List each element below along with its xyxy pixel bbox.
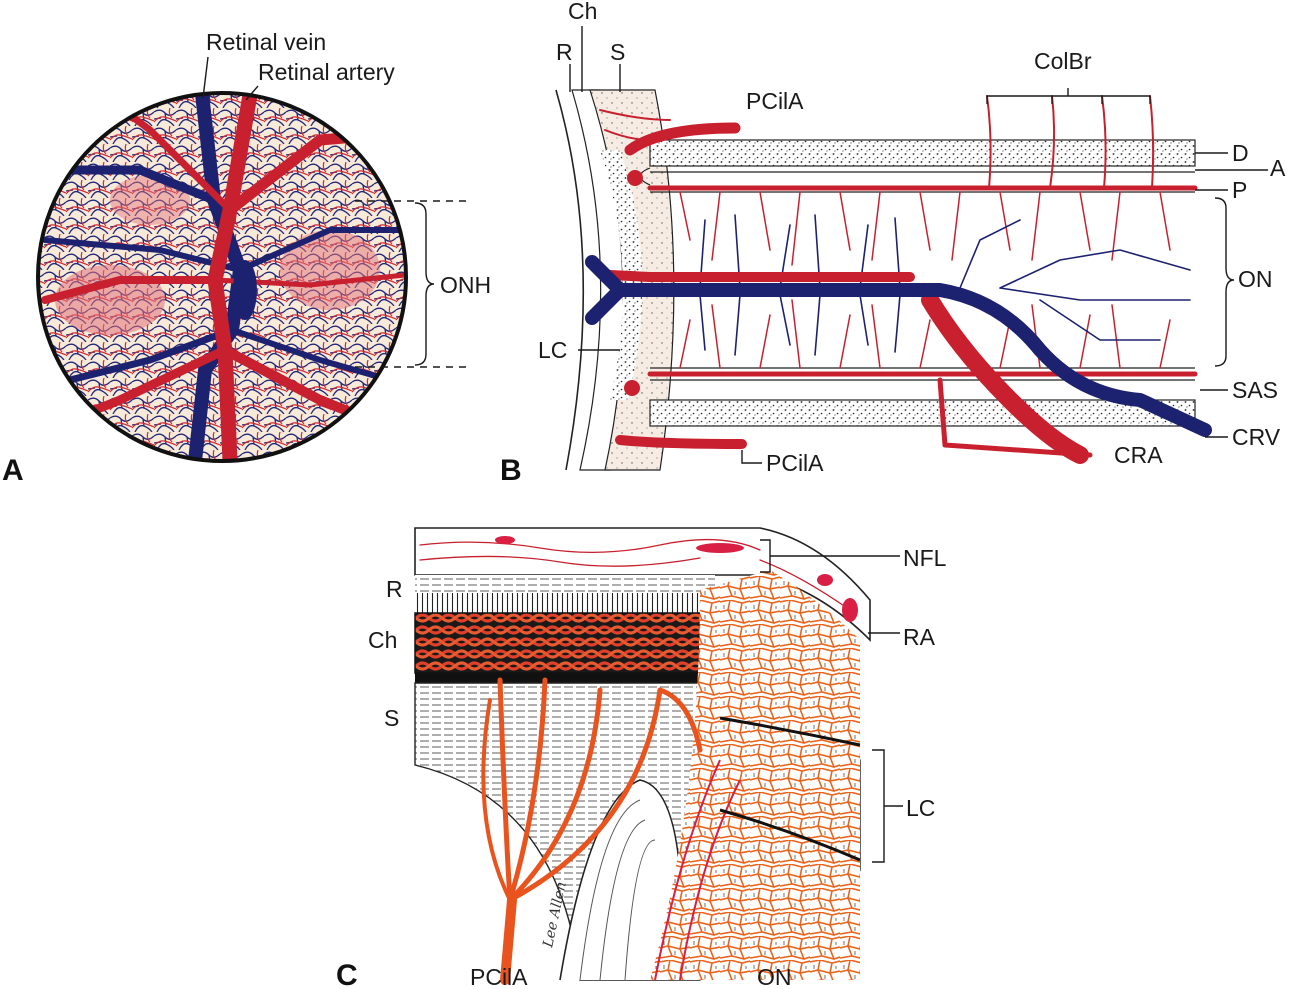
sas-label: SAS (1232, 377, 1278, 403)
dura-top (649, 139, 1196, 167)
a-label: A (1270, 155, 1286, 181)
retinal-vein-leader (202, 56, 209, 99)
dura-bottom (649, 399, 1196, 427)
pcila-top-label: PCilA (746, 88, 804, 114)
retinal-artery-label: Retinal artery (258, 59, 395, 85)
ch-b-label: Ch (568, 0, 597, 24)
panel-b-letter: B (500, 454, 522, 487)
pcila-bottom-leader (741, 450, 762, 464)
panel-c-section (414, 527, 871, 985)
nfl-bracket (760, 539, 900, 573)
onh-bracket (414, 202, 435, 366)
panel-a-disc (36, 91, 408, 463)
on-b-bracket (1214, 197, 1235, 367)
d-label: D (1232, 140, 1249, 166)
onh-label: ONH (440, 272, 491, 298)
nfl-label: NFL (903, 545, 947, 571)
on-b-label: ON (1238, 266, 1273, 292)
colbr-bracket (986, 88, 1151, 104)
r-c-label: R (386, 576, 403, 602)
s-b-label: S (610, 39, 625, 65)
cra-label: CRA (1114, 442, 1163, 468)
artist-signature: Lee Allen (540, 880, 570, 950)
pcila-c-label: PCilA (470, 964, 528, 989)
panel-b-section (555, 89, 1212, 471)
lc-c-label: LC (906, 795, 935, 821)
retinal-vein-label: Retinal vein (206, 29, 326, 55)
on-c-label: ON (757, 964, 792, 989)
lc-b-label: LC (538, 337, 567, 363)
panel-c-letter: C (336, 959, 358, 989)
crv-label: CRV (1232, 424, 1281, 450)
lc-c-bracket (872, 749, 903, 863)
ch-c-label: Ch (368, 627, 397, 653)
colbr-label: ColBr (1034, 48, 1092, 74)
p-label: P (1232, 177, 1247, 203)
r-b-label: R (556, 39, 573, 65)
retinal-artery-leader (245, 85, 259, 101)
pcila-bottom-label: PCilA (766, 450, 824, 476)
panel-a-letter: A (2, 454, 24, 487)
ra-label: RA (903, 624, 936, 650)
s-c-label: S (384, 705, 399, 731)
